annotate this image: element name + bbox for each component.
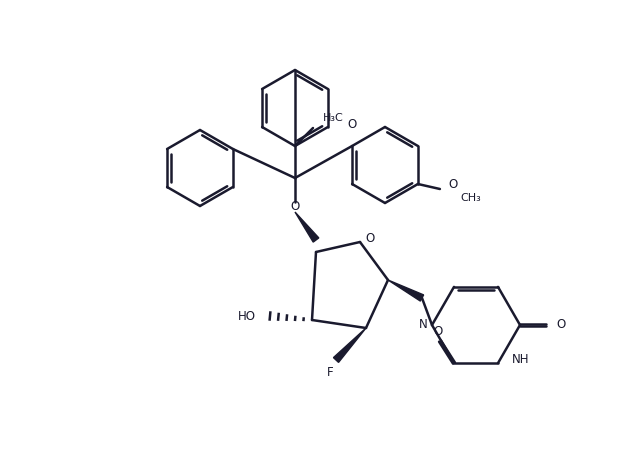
Text: F: F <box>326 366 333 378</box>
Text: H₃C: H₃C <box>323 113 344 123</box>
Text: CH₃: CH₃ <box>460 193 481 203</box>
Polygon shape <box>295 212 319 242</box>
Text: O: O <box>291 199 300 212</box>
Text: O: O <box>365 232 374 244</box>
Text: N: N <box>419 319 428 331</box>
Text: O: O <box>448 179 457 191</box>
Text: O: O <box>556 319 565 331</box>
Text: HO: HO <box>238 310 256 322</box>
Text: NH: NH <box>512 352 529 366</box>
Text: O: O <box>433 325 443 337</box>
Text: O: O <box>347 118 356 131</box>
Polygon shape <box>388 280 424 301</box>
Polygon shape <box>333 328 366 362</box>
